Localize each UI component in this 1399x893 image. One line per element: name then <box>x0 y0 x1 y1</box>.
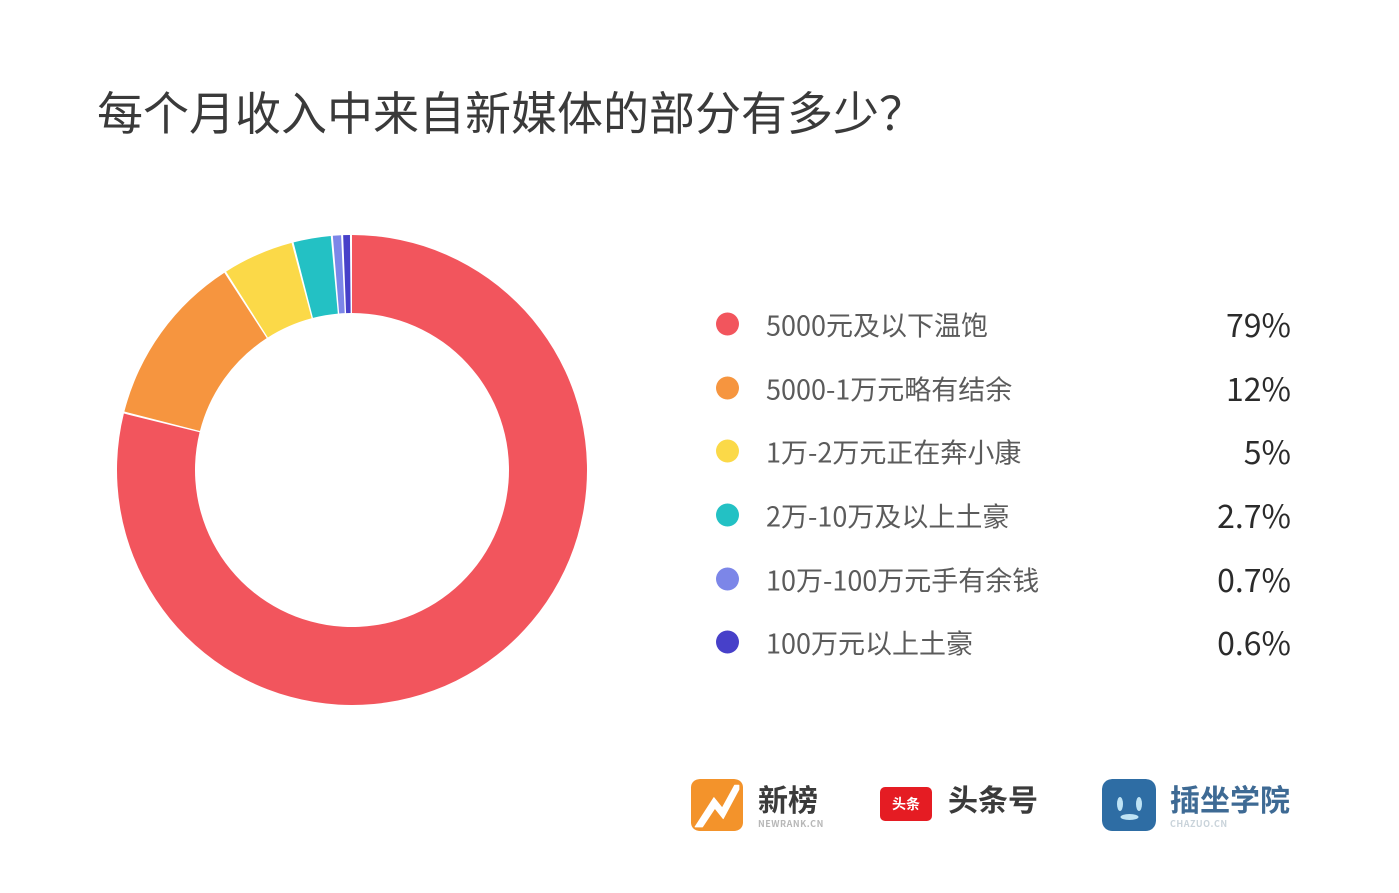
svg-text:头条: 头条 <box>892 794 920 814</box>
